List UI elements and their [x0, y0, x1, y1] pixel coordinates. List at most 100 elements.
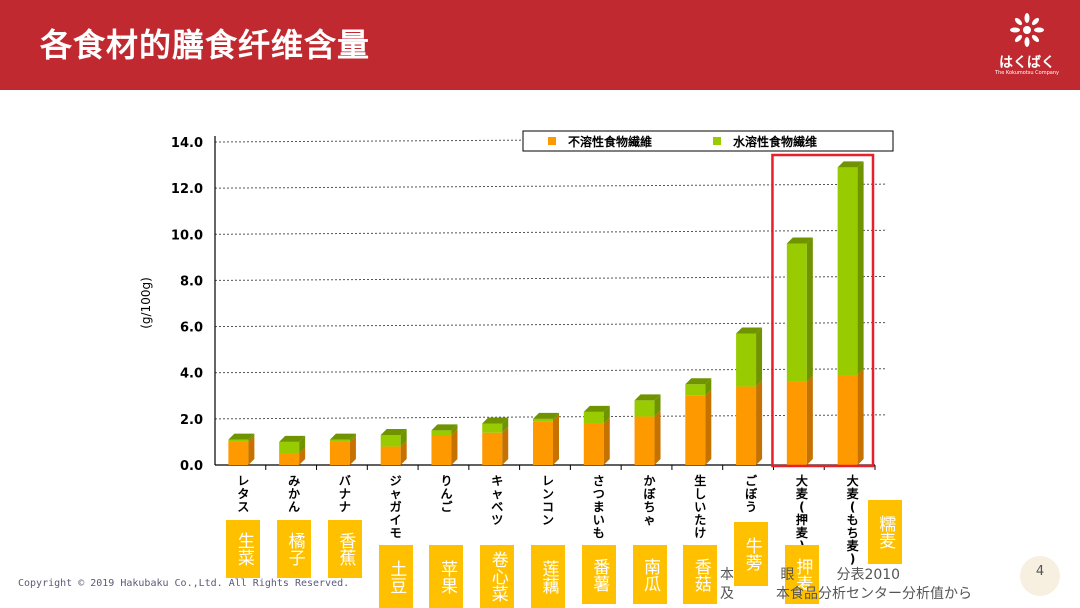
- legend-label: 水溶性食物繊维: [733, 134, 817, 149]
- x-tick-label: り: [440, 474, 452, 488]
- bar-top: [279, 435, 306, 442]
- x-tick-label: 大: [796, 473, 808, 488]
- x-tick-label: 大: [847, 473, 859, 488]
- bar-segment-insoluble: [482, 432, 503, 465]
- x-tick-label: ス: [237, 500, 249, 514]
- x-tick-label: ベ: [491, 500, 503, 514]
- bar-side: [553, 412, 559, 422]
- bar-top: [431, 424, 458, 431]
- x-tick-label: タ: [237, 487, 249, 501]
- gridline: [214, 183, 888, 189]
- bar-top: [228, 433, 255, 440]
- bar-segment-soluble: [380, 435, 401, 447]
- highlight-box: [771, 153, 875, 468]
- source-line-2: 及 本食品分析センター分析值から: [720, 586, 972, 602]
- y-tick-label: 8.0: [180, 274, 203, 289]
- bar-side: [756, 380, 763, 465]
- legend-swatch: [713, 137, 721, 145]
- chinese-name-label: 南瓜: [632, 545, 667, 604]
- source-line-1: 本 眼 分表2010: [720, 567, 901, 583]
- bar-side: [248, 433, 255, 442]
- chinese-name-label: 番薯: [581, 545, 616, 604]
- y-tick-label: 0.0: [180, 459, 203, 474]
- bar-side: [349, 435, 356, 465]
- x-tick-label: (: [850, 500, 855, 514]
- x-tick-label: (: [799, 500, 804, 514]
- bar-segment-soluble: [533, 418, 553, 422]
- bar-top: [329, 433, 356, 440]
- bar-segment-insoluble: [380, 446, 401, 465]
- x-tick-label: う: [745, 500, 757, 514]
- x-tick-label: ガ: [390, 499, 402, 514]
- bar-segment-insoluble: [837, 375, 858, 465]
- legend-swatch: [548, 137, 556, 145]
- x-tick-label: さ: [593, 474, 605, 488]
- x-tick-label: た: [694, 513, 706, 527]
- bar-top: [736, 327, 763, 334]
- bar-segment-soluble: [329, 439, 350, 442]
- x-tick-label: ん: [440, 487, 452, 501]
- x-tick-label: 麦: [847, 538, 860, 553]
- chinese-name-label: 生菜: [226, 520, 261, 578]
- x-tick-label: 麦: [796, 525, 809, 540]
- bar-top: [685, 378, 712, 385]
- copyright-text: Copyright © 2019 Hakubaku Co.,Ltd. All R…: [18, 578, 350, 589]
- legend-label: 不溶性食物繊維: [568, 134, 652, 149]
- bar-segment-insoluble: [533, 421, 553, 465]
- bar-segment-soluble: [786, 243, 807, 382]
- x-tick-label: 麦: [847, 486, 860, 501]
- chinese-name-label: 土豆: [378, 545, 413, 608]
- bar-side: [553, 415, 559, 465]
- x-tick-label: レ: [237, 474, 249, 488]
- chinese-name-label: 糯麦: [867, 500, 902, 564]
- bar-segment-insoluble: [583, 423, 604, 465]
- gridline: [214, 275, 888, 281]
- y-tick-label: 14.0: [171, 136, 203, 151]
- bar-segment-insoluble: [685, 395, 706, 465]
- gridline: [214, 229, 888, 235]
- bar-segment-insoluble: [736, 386, 757, 465]
- page-title: 各食材的膳食纤维含量: [40, 26, 371, 64]
- x-tick-label: イ: [390, 513, 402, 527]
- x-tick-label: ん: [288, 500, 300, 514]
- x-tick-label: ご: [440, 499, 453, 514]
- bar-segment-soluble: [685, 384, 706, 396]
- bar-side: [400, 429, 407, 447]
- company-logo: はくばく The Kokumotsu Company: [992, 12, 1062, 80]
- x-tick-label: ): [850, 552, 855, 566]
- x-tick-label: ち: [644, 500, 656, 514]
- bar-segment-soluble: [228, 439, 249, 442]
- x-tick-label: も: [593, 526, 605, 540]
- y-tick-label: 6.0: [180, 321, 203, 336]
- bar-side: [705, 378, 712, 396]
- x-tick-label: レ: [542, 474, 554, 488]
- bar-side: [400, 440, 407, 465]
- x-tick-label: 押: [796, 512, 808, 527]
- bar-segment-soluble: [736, 333, 757, 387]
- bar-segment-insoluble: [279, 453, 300, 465]
- x-tick-label: ぼ: [644, 487, 657, 501]
- bar-side: [603, 405, 610, 424]
- bar-segment-soluble: [482, 423, 503, 433]
- gridline: [214, 368, 888, 374]
- page-number: 4: [1020, 556, 1060, 596]
- bar-side: [705, 389, 712, 465]
- y-axis-label: (g/100g): [139, 277, 153, 329]
- bar-segment-soluble: [431, 430, 452, 436]
- y-tick-label: 12.0: [171, 182, 203, 197]
- y-tick-label: 2.0: [180, 413, 203, 428]
- x-tick-label: ツ: [491, 513, 503, 527]
- source-note: 本 眼 分表2010 及 本食品分析センター分析值から: [720, 566, 1040, 604]
- bar-side: [857, 161, 864, 376]
- bar-segment-soluble: [279, 441, 300, 454]
- x-tick-label: け: [694, 526, 706, 540]
- legend-box: [522, 130, 894, 152]
- logo-text: はくばく: [999, 55, 1055, 71]
- chinese-name-label: 牛蒡: [734, 522, 769, 586]
- chinese-name-label: 苹果: [429, 545, 464, 608]
- chinese-name-label: 押麦: [784, 545, 819, 604]
- x-tick-label: 麦: [796, 486, 809, 501]
- bar-top: [837, 161, 864, 168]
- chinese-name-label: 香蕉: [327, 520, 362, 578]
- x-tick-label: み: [288, 474, 300, 488]
